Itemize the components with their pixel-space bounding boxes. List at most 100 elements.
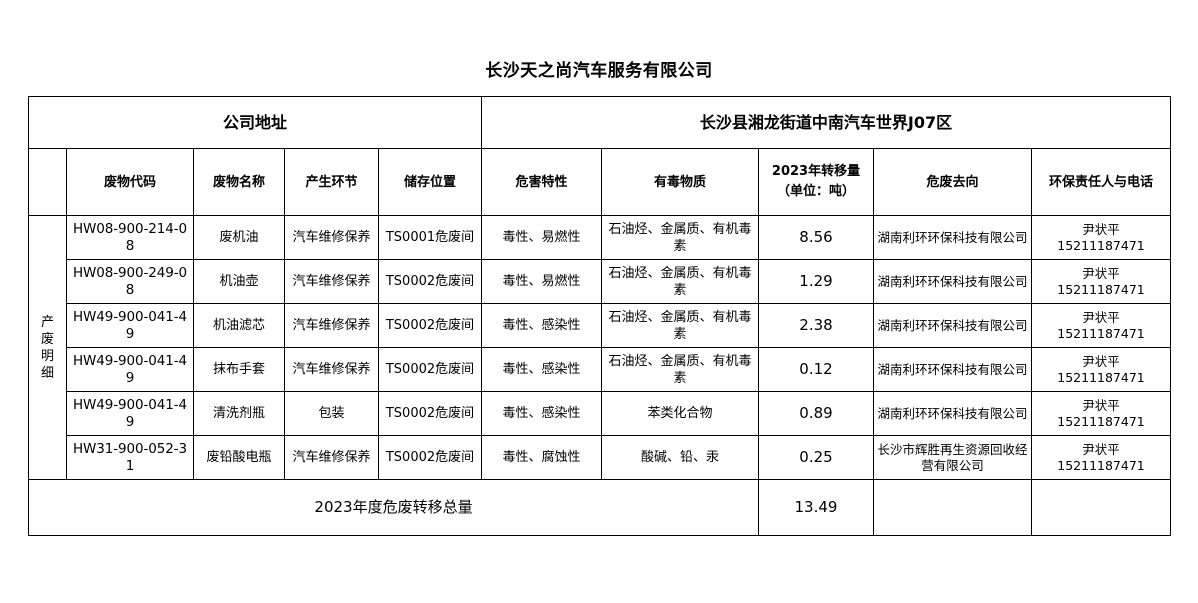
cell-storage-location: TS0002危废间	[378, 435, 482, 480]
address-value: 长沙县湘龙街道中南汽车世界J07区	[480, 96, 1172, 149]
cell-waste-name: 抹布手套	[193, 347, 285, 392]
cell-waste-name: 机油滤芯	[193, 303, 285, 348]
cell-waste-code: HW49-900-041-49	[66, 303, 194, 348]
header-hazard-property: 危害特性	[481, 148, 602, 216]
cell-destination: 湖南利环环保科技有限公司	[873, 303, 1032, 348]
person-phone: 15211187471	[1057, 369, 1145, 385]
cell-generation-stage: 汽车维修保养	[284, 259, 379, 304]
page-title: 长沙天之尚汽车服务有限公司	[485, 61, 713, 81]
cell-destination: 湖南利环环保科技有限公司	[873, 347, 1032, 392]
table-row: 产 废 明 细 HW08-900-214-08 废机油 汽车维修保养 TS000…	[28, 215, 1172, 480]
company-address-row: 公司地址 长沙县湘龙街道中南汽车世界J07区	[28, 96, 1172, 149]
header-generation-stage: 产生环节	[284, 148, 379, 216]
table-row: HW49-900-041-49 机油滤芯 汽车维修保养 TS0002危废间 毒性…	[29, 303, 1172, 348]
cell-waste-name: 机油壶	[193, 259, 285, 304]
cell-waste-code: HW49-900-041-49	[66, 391, 194, 436]
cell-responsible-person: 尹状平 15211187471	[1030, 259, 1172, 304]
cell-transfer-amount: 0.89	[758, 391, 874, 436]
cell-toxic-substance: 酸碱、铅、汞	[601, 435, 759, 480]
cell-toxic-substance: 石油烃、金属质、有机毒素	[601, 259, 759, 304]
cell-responsible-person: 尹状平 15211187471	[1030, 391, 1172, 436]
vertical-char-2: 废	[40, 331, 54, 347]
table-row: HW08-900-249-08 机油壶 汽车维修保养 TS0002危废间 毒性、…	[29, 259, 1172, 304]
cell-storage-location: TS0002危废间	[378, 259, 482, 304]
cell-generation-stage: 包装	[284, 391, 379, 436]
header-spacer	[28, 148, 67, 216]
cell-responsible-person: 尹状平 15211187471	[1030, 347, 1172, 392]
total-row: 2023年度危废转移总量 13.49	[28, 479, 1172, 536]
person-name: 尹状平	[1082, 397, 1120, 413]
cell-toxic-substance: 石油烃、金属质、有机毒素	[601, 347, 759, 392]
address-label: 公司地址	[28, 96, 482, 149]
cell-storage-location: TS0002危废间	[378, 303, 482, 348]
cell-destination: 长沙市辉胜再生资源回收经营有限公司	[873, 435, 1032, 480]
vertical-char-4: 细	[40, 365, 54, 381]
cell-responsible-person: 尹状平 15211187471	[1030, 303, 1172, 348]
cell-toxic-substance: 苯类化合物	[601, 391, 759, 436]
person-phone: 15211187471	[1057, 413, 1145, 429]
table-header-row: 废物代码 废物名称 产生环节 储存位置 危害特性 有毒物质 2023年转移量 （…	[28, 148, 1172, 216]
person-name: 尹状平	[1082, 221, 1120, 237]
total-person-empty	[1030, 479, 1172, 536]
total-value: 13.49	[758, 479, 874, 536]
header-storage-location: 储存位置	[378, 148, 482, 216]
cell-waste-code: HW08-900-249-08	[66, 259, 194, 304]
cell-waste-name: 废铅酸电瓶	[193, 435, 285, 480]
cell-hazard-property: 毒性、感染性	[481, 347, 602, 392]
table-row: HW49-900-041-49 抹布手套 汽车维修保养 TS0002危废间 毒性…	[29, 347, 1172, 392]
header-transfer-amount-line1: 2023年转移量	[771, 164, 861, 179]
cell-hazard-property: 毒性、腐蚀性	[481, 435, 602, 480]
cell-destination: 湖南利环环保科技有限公司	[873, 391, 1032, 436]
cell-toxic-substance: 石油烃、金属质、有机毒素	[601, 215, 759, 260]
person-name: 尹状平	[1082, 265, 1120, 281]
cell-transfer-amount: 2.38	[758, 303, 874, 348]
cell-toxic-substance: 石油烃、金属质、有机毒素	[601, 303, 759, 348]
cell-transfer-amount: 8.56	[758, 215, 874, 260]
cell-waste-name: 清洗剂瓶	[193, 391, 285, 436]
cell-waste-code: HW08-900-214-08	[66, 215, 194, 260]
header-destination: 危废去向	[873, 148, 1032, 216]
vertical-char-3: 明	[40, 348, 54, 364]
waste-manifest-table: 公司地址 长沙县湘龙街道中南汽车世界J07区 废物代码 废物名称 产生环节 储存…	[28, 96, 1172, 536]
cell-waste-name: 废机油	[193, 215, 285, 260]
person-name: 尹状平	[1082, 309, 1120, 325]
cell-generation-stage: 汽车维修保养	[284, 215, 379, 260]
person-phone: 15211187471	[1057, 325, 1145, 341]
cell-waste-code: HW31-900-052-31	[66, 435, 194, 480]
person-phone: 15211187471	[1057, 457, 1145, 473]
cell-generation-stage: 汽车维修保养	[284, 435, 379, 480]
header-waste-code: 废物代码	[66, 148, 194, 216]
cell-destination: 湖南利环环保科技有限公司	[873, 259, 1032, 304]
cell-generation-stage: 汽车维修保养	[284, 303, 379, 348]
table-row: HW49-900-041-49 清洗剂瓶 包装 TS0002危废间 毒性、感染性…	[29, 391, 1172, 436]
cell-responsible-person: 尹状平 15211187471	[1030, 435, 1172, 480]
cell-hazard-property: 毒性、感染性	[481, 303, 602, 348]
person-name: 尹状平	[1082, 441, 1120, 457]
person-phone: 15211187471	[1057, 237, 1145, 253]
header-toxic-substance: 有毒物质	[601, 148, 759, 216]
cell-storage-location: TS0002危废间	[378, 391, 482, 436]
header-transfer-amount-line2: （单位：吨）	[776, 184, 855, 199]
cell-storage-location: TS0001危废间	[378, 215, 482, 260]
cell-hazard-property: 毒性、易燃性	[481, 215, 602, 260]
cell-generation-stage: 汽车维修保养	[284, 347, 379, 392]
vertical-char-1: 产	[40, 314, 54, 330]
person-name: 尹状平	[1082, 353, 1120, 369]
table-row: HW31-900-052-31 废铅酸电瓶 汽车维修保养 TS0002危废间 毒…	[29, 435, 1172, 480]
cell-transfer-amount: 1.29	[758, 259, 874, 304]
cell-storage-location: TS0002危废间	[378, 347, 482, 392]
cell-hazard-property: 毒性、易燃性	[481, 259, 602, 304]
cell-destination: 湖南利环环保科技有限公司	[873, 215, 1032, 260]
person-phone: 15211187471	[1057, 281, 1145, 297]
total-label: 2023年度危废转移总量	[28, 479, 759, 536]
cell-hazard-property: 毒性、感染性	[481, 391, 602, 436]
header-waste-name: 废物名称	[193, 148, 285, 216]
total-destination-empty	[873, 479, 1032, 536]
cell-transfer-amount: 0.12	[758, 347, 874, 392]
section-vertical-label: 产 废 明 细	[28, 215, 67, 480]
cell-waste-code: HW49-900-041-49	[66, 347, 194, 392]
header-transfer-amount: 2023年转移量 （单位：吨）	[758, 148, 874, 216]
cell-transfer-amount: 0.25	[758, 435, 874, 480]
cell-responsible-person: 尹状平 15211187471	[1030, 215, 1172, 260]
